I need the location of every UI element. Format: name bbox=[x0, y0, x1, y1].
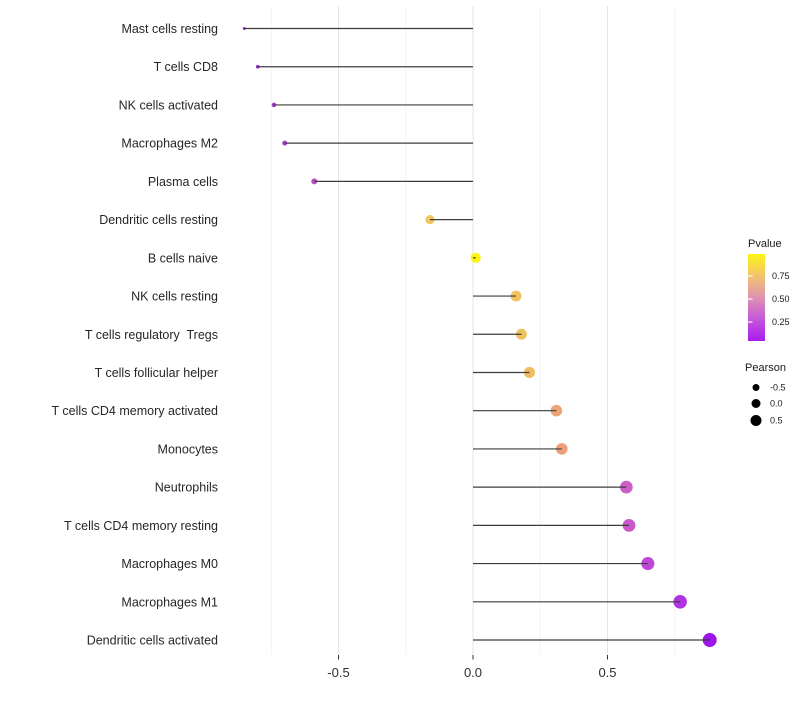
lollipop-dot bbox=[515, 328, 527, 340]
category-label: T cells follicular helper bbox=[95, 366, 218, 380]
category-label: T cells CD4 memory resting bbox=[64, 519, 218, 533]
pvalue-tick-label: 0.50 bbox=[772, 294, 790, 304]
lollipop-row: T cells regulatory Tregs bbox=[85, 328, 527, 342]
category-label: Dendritic cells activated bbox=[87, 634, 218, 648]
pearson-legend-dot bbox=[751, 399, 761, 408]
lollipop-row: Dendritic cells resting bbox=[99, 213, 473, 227]
pvalue-legend-title: Pvalue bbox=[748, 238, 782, 250]
pearson-legend: Pearson -0.5 0.0 0.5 bbox=[745, 362, 786, 426]
pearson-legend-label: 0.5 bbox=[770, 416, 783, 426]
category-label: Macrophages M0 bbox=[121, 557, 218, 571]
pvalue-gradient-bar bbox=[748, 254, 765, 341]
category-label: Plasma cells bbox=[148, 175, 218, 189]
chart-rows: Mast cells resting T cells CD8 NK cells ac… bbox=[52, 22, 717, 648]
pearson-legend-label: -0.5 bbox=[770, 383, 786, 393]
x-tick-label: -0.5 bbox=[327, 665, 349, 680]
pearson-legend-items: -0.5 0.0 0.5 bbox=[750, 383, 786, 426]
lollipop-row: NK cells resting bbox=[131, 290, 522, 304]
lollipop-row: Monocytes bbox=[158, 442, 568, 456]
x-tick-label: 0.5 bbox=[598, 665, 616, 680]
pearson-legend-dot bbox=[752, 384, 760, 391]
category-label: Macrophages M2 bbox=[121, 137, 218, 151]
category-label: Monocytes bbox=[158, 442, 218, 456]
x-axis: -0.5 0.0 0.5 bbox=[327, 655, 617, 680]
gridlines bbox=[270, 6, 676, 655]
category-label: NK cells resting bbox=[131, 290, 218, 304]
lollipop-row: T cells CD8 bbox=[154, 60, 473, 74]
lollipop-row: Plasma cells bbox=[148, 175, 473, 189]
lollipop-row: Macrophages M0 bbox=[121, 557, 655, 571]
category-label: Dendritic cells resting bbox=[99, 213, 218, 227]
pearson-legend-dot bbox=[750, 415, 762, 426]
pvalue-legend: Pvalue 0.75 0.50 0.25 bbox=[748, 238, 790, 341]
category-label: T cells CD4 memory activated bbox=[52, 404, 219, 418]
category-label: Neutrophils bbox=[155, 481, 218, 495]
category-label: Macrophages M1 bbox=[121, 595, 218, 609]
lollipop-row: T cells CD4 memory resting bbox=[64, 519, 636, 533]
pearson-legend-label: 0.0 bbox=[770, 399, 783, 409]
category-label: Mast cells resting bbox=[121, 22, 218, 36]
lollipop-row: Macrophages M1 bbox=[121, 595, 687, 609]
category-label: B cells naive bbox=[148, 251, 218, 265]
pvalue-tick-label: 0.25 bbox=[772, 317, 790, 327]
category-label: NK cells activated bbox=[119, 98, 218, 112]
lollipop-row: Neutrophils bbox=[155, 481, 633, 495]
lollipop-row: Mast cells resting bbox=[121, 22, 473, 36]
lollipop-row: Dendritic cells activated bbox=[87, 633, 717, 648]
x-tick-label: 0.0 bbox=[464, 665, 482, 680]
lollipop-row: B cells naive bbox=[148, 251, 481, 265]
lollipop-row: Macrophages M2 bbox=[121, 137, 473, 151]
lollipop-row: T cells follicular helper bbox=[95, 366, 536, 380]
pvalue-legend-ticks: 0.75 0.50 0.25 bbox=[748, 271, 790, 327]
pearson-legend-title: Pearson bbox=[745, 362, 786, 374]
pvalue-tick-label: 0.75 bbox=[772, 271, 790, 281]
category-label: T cells regulatory Tregs bbox=[85, 328, 218, 342]
lollipop-row: T cells CD4 memory activated bbox=[52, 404, 563, 418]
category-label: T cells CD8 bbox=[154, 60, 218, 74]
lollipop-row: NK cells activated bbox=[119, 98, 473, 112]
